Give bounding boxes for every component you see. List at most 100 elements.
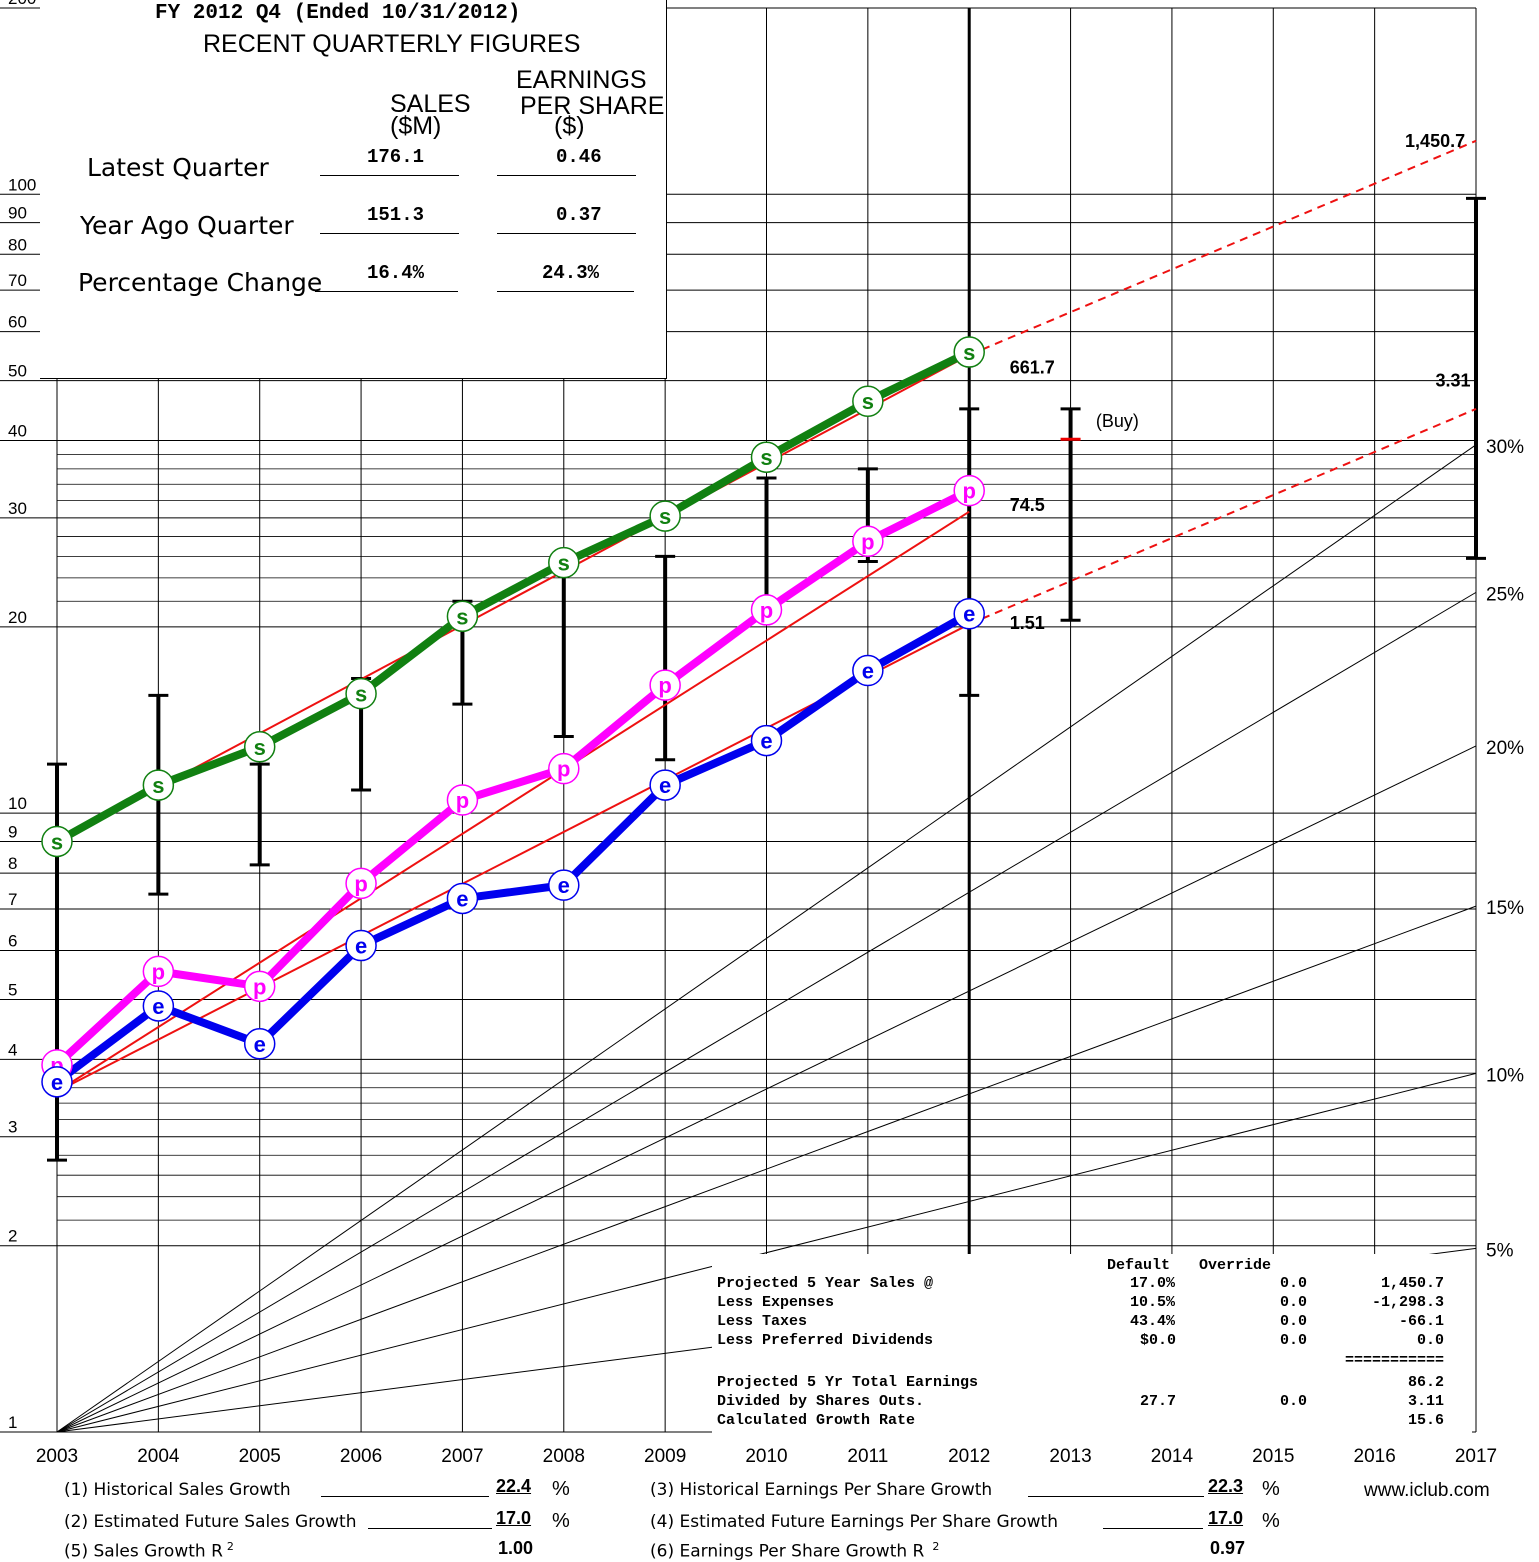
growth-rate-label: 5% — [1486, 1240, 1514, 1261]
historical-sales-growth-label: (1) Historical Sales Growth — [64, 1480, 291, 1500]
data-point — [345, 867, 377, 900]
y-tick-label: 10 — [8, 794, 27, 813]
x-tick-label: 2015 — [1252, 1446, 1294, 1467]
proj-row-label: Projected 5 Yr Total Earnings — [717, 1374, 979, 1391]
growth-line — [56, 1072, 1477, 1433]
data-point — [548, 869, 580, 901]
data-point-marker: e — [760, 729, 772, 754]
y-tick-label: 8 — [8, 854, 17, 873]
x-tick-label: 2010 — [745, 1446, 787, 1467]
y-tick-label: 70 — [8, 271, 27, 290]
data-point-marker: s — [456, 604, 468, 629]
data-point — [446, 784, 479, 816]
future-sales-growth-value: 17.0 — [496, 1508, 532, 1528]
proj-row-default: 17.0% — [1130, 1275, 1176, 1292]
eps-r2-text: (6) Earnings Per Share Growth R — [650, 1541, 925, 1562]
data-point-marker: p — [456, 788, 469, 813]
y-tick-label: 100 — [8, 175, 36, 194]
projection-table: Default Override Projected 5 Year Sales … — [712, 1254, 1472, 1434]
sales-r2-text: (5) Sales Growth R — [64, 1541, 223, 1562]
proj-row-override: 0.0 — [1280, 1294, 1308, 1311]
y-tick-label: 50 — [8, 362, 27, 381]
proj-row-label: Less Expenses — [717, 1294, 835, 1311]
growth-line — [56, 905, 1477, 1433]
x-tick-label: 2009 — [644, 1446, 686, 1467]
data-point — [852, 654, 884, 687]
eps-r2-value: 0.97 — [1210, 1538, 1246, 1558]
data-point-marker: s — [254, 735, 266, 760]
data-point — [243, 970, 276, 1003]
data-point — [953, 336, 985, 368]
x-tick-label: 2013 — [1049, 1446, 1091, 1467]
growth-rate-label: 30% — [1486, 437, 1524, 458]
col-sales-line2: ($M) — [390, 112, 442, 140]
y-tick-label: 60 — [8, 313, 27, 332]
data-point-marker: s — [152, 773, 164, 798]
proj-col-override: Override — [1199, 1257, 1272, 1274]
proj-row-default: $0.0 — [1140, 1332, 1177, 1349]
quarter-header: FY 2012 Q4 (Ended 10/31/2012) — [155, 2, 521, 25]
projection-line — [968, 139, 1477, 356]
data-point-marker: e — [254, 1032, 266, 1057]
x-tick-label: 2004 — [137, 1446, 180, 1467]
data-point — [142, 990, 175, 1022]
data-point-marker: p — [557, 757, 570, 782]
x-tick-label: 2016 — [1354, 1446, 1396, 1467]
data-point-marker: e — [862, 659, 874, 684]
proj-row-override: 0.0 — [1280, 1275, 1308, 1292]
y-tick-label: 200 — [8, 0, 36, 8]
website-link[interactable]: www.iclub.com — [1364, 1480, 1490, 1501]
row-label-latest: Latest Quarter — [87, 153, 269, 182]
chart-annotation: (Buy) — [1096, 411, 1139, 431]
y-tick-label: 7 — [8, 890, 17, 909]
proj-row-label: Calculated Growth Rate — [717, 1412, 916, 1429]
pct-change-eps: 24.3% — [542, 262, 600, 284]
chart-annotation: 1,450.7 — [1405, 131, 1465, 151]
proj-row-value: -1,298.3 — [1371, 1294, 1444, 1311]
data-point-marker: e — [152, 994, 164, 1019]
projection-line — [968, 407, 1477, 626]
y-tick-label: 6 — [8, 931, 17, 950]
data-point-marker: s — [51, 829, 63, 854]
data-point-marker: s — [659, 504, 671, 529]
proj-row-value: -66.1 — [1398, 1313, 1444, 1330]
growth-line — [56, 591, 1477, 1433]
series-line — [54, 487, 972, 1068]
col-sales-line1: SALES — [390, 90, 471, 118]
data-point-marker: e — [51, 1070, 63, 1095]
y-tick-label: 5 — [8, 980, 17, 999]
series-line — [54, 610, 972, 1086]
data-point-marker: e — [963, 602, 975, 627]
pct-change-sales: 16.4% — [367, 262, 425, 284]
y-tick-label: 80 — [8, 235, 27, 254]
data-point — [852, 525, 884, 558]
data-point — [142, 955, 175, 988]
data-point — [548, 546, 580, 579]
eps-r2-label: (6) Earnings Per Share Growth R 2 — [650, 1540, 939, 1562]
x-tick-label: 2005 — [239, 1446, 281, 1467]
eps-r2-sup: 2 — [932, 1540, 940, 1553]
data-point — [852, 385, 884, 417]
proj-row-value: 3.11 — [1407, 1393, 1444, 1410]
y-tick-label: 1 — [8, 1413, 17, 1432]
y-tick-label: 3 — [8, 1118, 17, 1137]
historical-eps-growth-value: 22.3 — [1208, 1476, 1244, 1496]
sales-r2-value: 1.00 — [498, 1538, 534, 1558]
data-point — [243, 1028, 276, 1060]
col-eps-line3: ($) — [554, 112, 585, 140]
chart-annotation: 661.7 — [1010, 357, 1055, 377]
data-point — [41, 825, 73, 858]
proj-row-value: 0.0 — [1416, 1332, 1444, 1349]
data-point — [649, 500, 681, 532]
chart-annotation: 74.5 — [1010, 495, 1045, 515]
future-sales-growth-label: (2) Estimated Future Sales Growth — [64, 1512, 357, 1532]
historical-eps-growth-label: (3) Historical Earnings Per Share Growth — [650, 1480, 993, 1500]
x-tick-label: 2012 — [948, 1446, 990, 1467]
future-eps-growth-unit: % — [1262, 1510, 1280, 1532]
col-eps-line2: PER SHARE — [520, 92, 665, 120]
data-point-marker: p — [658, 673, 671, 698]
future-eps-growth-value: 17.0 — [1208, 1508, 1244, 1528]
data-point — [649, 769, 681, 801]
proj-row-default: 10.5% — [1130, 1294, 1176, 1311]
growth-line — [56, 745, 1477, 1433]
